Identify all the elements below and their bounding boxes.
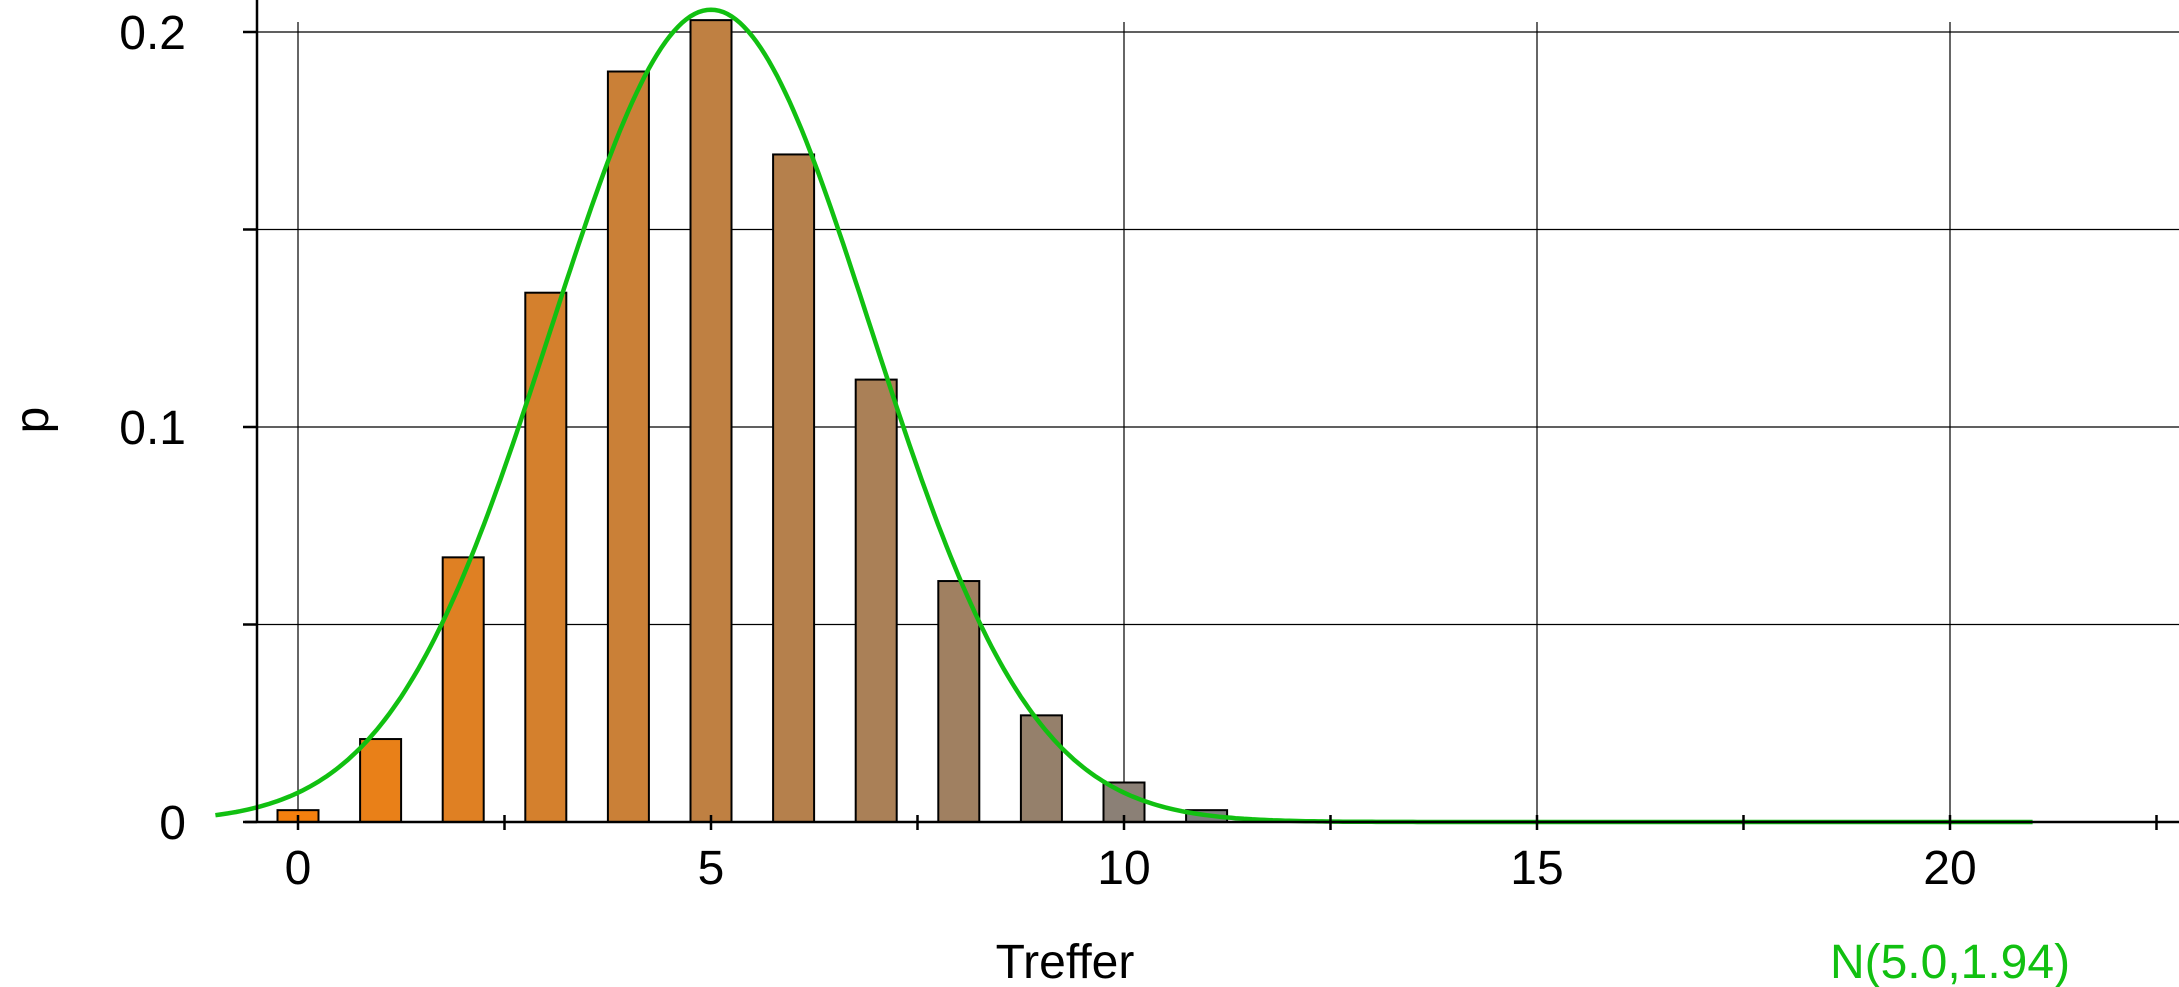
x-tick-labels: 0 5 10 15 20 — [285, 842, 1977, 895]
bar-3 — [524, 291, 568, 823]
curve-legend-label: N(5.0,1.94) — [1830, 936, 2070, 987]
bars — [276, 19, 1229, 824]
bar-9 — [1019, 714, 1063, 823]
bar-4 — [606, 70, 650, 823]
axes — [243, 0, 2179, 830]
x-tick-label: 0 — [285, 842, 312, 895]
bar-1 — [359, 738, 403, 823]
x-tick-label: 20 — [1923, 842, 1976, 895]
bar-5 — [689, 19, 733, 823]
bar-6 — [772, 153, 816, 823]
bar-8 — [937, 580, 981, 823]
bar-7 — [854, 378, 898, 823]
y-tick-label: 0 — [159, 797, 186, 850]
y-tick-label: 0.1 — [119, 402, 186, 455]
x-tick-label: 10 — [1097, 842, 1150, 895]
x-tick-label: 5 — [698, 842, 725, 895]
y-tick-labels: 0 0.1 0.2 — [119, 7, 186, 850]
x-axis-label: Treffer — [996, 936, 1135, 987]
bar-2 — [441, 556, 485, 823]
y-tick-label: 0.2 — [119, 7, 186, 60]
x-tick-label: 15 — [1510, 842, 1563, 895]
y-axis-label: p — [6, 407, 59, 434]
